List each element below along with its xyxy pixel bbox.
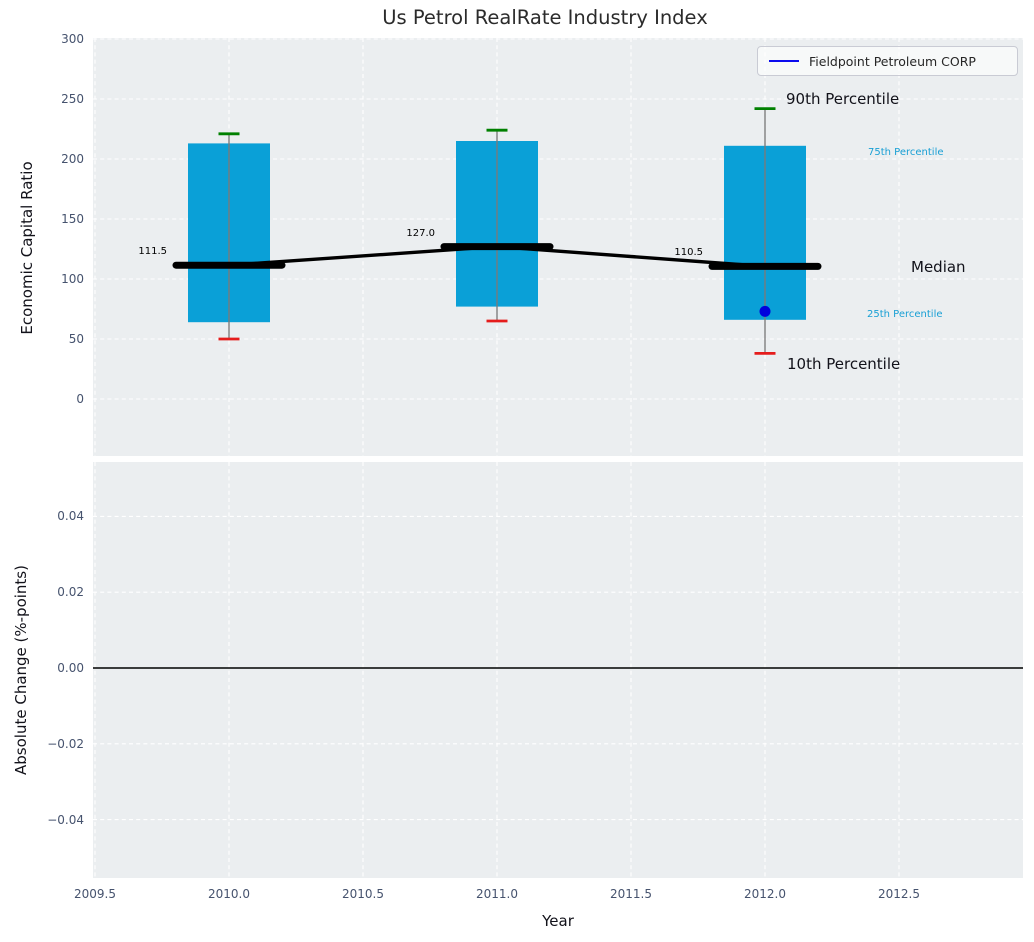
- x-tick-2011.0: 2011.0: [476, 887, 518, 901]
- legend-label: Fieldpoint Petroleum CORP: [809, 53, 976, 69]
- bottom-y-tick-−0.02: −0.02: [47, 736, 84, 751]
- top-y-tick-300: 300: [61, 32, 84, 46]
- top-y-tick-150: 150: [61, 212, 84, 226]
- bottom-y-axis-label: Absolute Change (%-points): [12, 565, 30, 775]
- bottom-y-tick-0.04: 0.04: [57, 509, 84, 524]
- x-tick-2010.0: 2010.0: [208, 887, 250, 901]
- annotation-25th-percentile: 25th Percentile: [867, 309, 943, 320]
- chart-title: Us Petrol RealRate Industry Index: [382, 6, 708, 29]
- top-y-tick-250: 250: [61, 92, 84, 106]
- annotation-10th-percentile: 10th Percentile: [787, 355, 901, 373]
- bottom-y-tick-0.02: 0.02: [57, 585, 84, 600]
- company-point: [759, 305, 771, 317]
- annotation-75th-percentile: 75th Percentile: [868, 147, 944, 158]
- top-y-tick-0: 0: [76, 392, 84, 406]
- median-label-2012: 110.5: [674, 247, 703, 259]
- bottom-plot-area: [93, 462, 1023, 878]
- legend-line-icon: [769, 60, 799, 62]
- median-bar-2011: [440, 243, 554, 251]
- x-tick-2010.5: 2010.5: [342, 887, 384, 901]
- x-axis-label: Year: [542, 912, 574, 930]
- bottom-y-tick-−0.04: −0.04: [47, 812, 84, 827]
- legend-box: Fieldpoint Petroleum CORP: [757, 46, 1018, 76]
- x-tick-2011.5: 2011.5: [610, 887, 652, 901]
- annotation-90th-percentile: 90th Percentile: [786, 90, 900, 108]
- median-bar-2010: [172, 261, 286, 269]
- median-bar-2012: [708, 262, 822, 270]
- x-tick-2009.5: 2009.5: [74, 887, 116, 901]
- top-y-tick-50: 50: [68, 332, 84, 346]
- top-y-axis-label: Economic Capital Ratio: [18, 161, 36, 335]
- x-tick-2012.0: 2012.0: [744, 887, 786, 901]
- x-tick-2012.5: 2012.5: [878, 887, 920, 901]
- top-y-tick-200: 200: [61, 152, 84, 166]
- bottom-y-tick-0.00: 0.00: [57, 661, 84, 675]
- median-label-2011: 127.0: [406, 227, 435, 239]
- top-y-tick-100: 100: [61, 272, 84, 286]
- median-label-2010: 111.5: [138, 246, 167, 258]
- annotation-median: Median: [911, 258, 966, 276]
